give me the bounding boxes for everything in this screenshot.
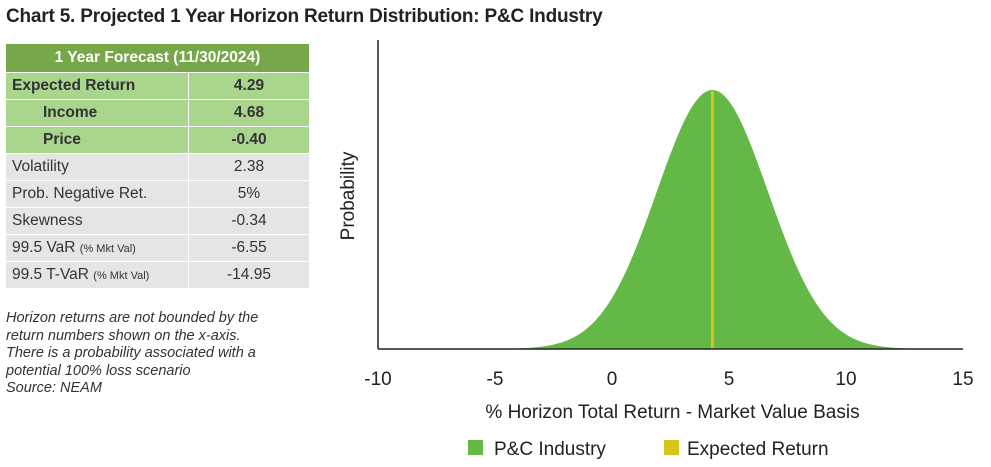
row-value: -0.34 <box>188 207 309 235</box>
table-row-skewness: Skewness -0.34 <box>6 207 309 235</box>
row-label: Prob. Negative Ret. <box>6 180 189 208</box>
forecast-table: 1 Year Forecast (11/30/2024) Expected Re… <box>6 44 309 289</box>
x-tick-label: 0 <box>607 369 618 390</box>
row-label-unit: (% Mkt Val) <box>79 243 136 255</box>
legend-swatch-pc-industry <box>468 440 483 455</box>
row-value: 5% <box>188 180 309 208</box>
row-value: -0.40 <box>188 126 309 154</box>
x-tick-label: 10 <box>835 369 856 390</box>
chart-title: Chart 5. Projected 1 Year Horizon Return… <box>6 6 603 27</box>
row-label-text: 99.5 T-VaR <box>12 266 89 283</box>
row-label: 99.5 VaR (% Mkt Val) <box>6 234 189 262</box>
x-tick-label: -10 <box>364 369 391 390</box>
row-label: Skewness <box>6 207 189 235</box>
x-axis-label: % Horizon Total Return - Market Value Ba… <box>485 402 859 423</box>
table-header-row: 1 Year Forecast (11/30/2024) <box>6 44 309 73</box>
x-tick-labels: -10 -5 0 5 10 15 <box>364 369 973 390</box>
x-tick-label: 5 <box>724 369 735 390</box>
x-tick-label: -5 <box>487 369 504 390</box>
footnote-line: potential 100% loss scenario <box>6 362 191 379</box>
legend-label-pc-industry: P&C Industry <box>494 439 606 460</box>
density-area <box>378 90 963 349</box>
table-row-volatility: Volatility 2.38 <box>6 153 309 181</box>
footnote-line: There is a probability associated with a <box>6 345 256 361</box>
table-row-expected-return: Expected Return 4.29 <box>6 72 309 100</box>
table-row-prob-negative: Prob. Negative Ret. 5% <box>6 180 309 208</box>
y-axis-label: Probability <box>338 151 359 240</box>
row-label: Volatility <box>6 153 189 181</box>
table-header: 1 Year Forecast (11/30/2024) <box>6 44 309 73</box>
table-row-tvar: 99.5 T-VaR (% Mkt Val) -14.95 <box>6 261 309 289</box>
row-value: -6.55 <box>188 234 309 262</box>
row-label-text: 99.5 VaR <box>12 239 76 256</box>
footnote: Horizon returns are not bounded by the r… <box>6 310 316 398</box>
row-label: Expected Return <box>6 72 189 100</box>
row-label: Price <box>6 126 189 154</box>
table-row-var: 99.5 VaR (% Mkt Val) -6.55 <box>6 234 309 262</box>
row-label-unit: (% Mkt Val) <box>93 270 150 282</box>
row-label: Income <box>6 99 189 127</box>
table-row-income: Income 4.68 <box>6 99 309 127</box>
row-value: 2.38 <box>188 153 309 181</box>
table-row-price: Price -0.40 <box>6 126 309 154</box>
legend: P&C Industry Expected Return <box>468 439 829 460</box>
footnote-line: Horizon returns are not bounded by the <box>6 310 259 326</box>
footnote-line: return numbers shown on the x-axis. <box>6 327 241 344</box>
row-value: -14.95 <box>188 261 309 289</box>
row-value: 4.29 <box>188 72 309 100</box>
legend-label-expected-return: Expected Return <box>687 439 829 460</box>
legend-swatch-expected-return <box>664 440 679 455</box>
row-value: 4.68 <box>188 99 309 127</box>
source-note: Source: NEAM <box>6 380 102 396</box>
x-tick-label: 15 <box>952 369 973 390</box>
row-label: 99.5 T-VaR (% Mkt Val) <box>6 261 189 289</box>
